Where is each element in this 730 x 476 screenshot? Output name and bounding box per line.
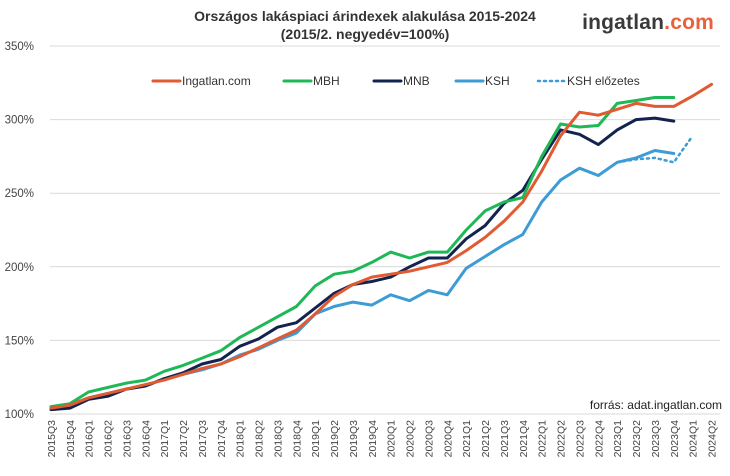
x-tick-label: 2023Q2 bbox=[631, 420, 643, 458]
legend-label: KSH bbox=[485, 74, 510, 88]
y-tick-label: 300% bbox=[5, 115, 34, 127]
logo-text-part2: .com bbox=[664, 11, 714, 34]
x-tick-label: 2015Q3 bbox=[46, 420, 58, 458]
title-line-2: (2015/2. negyedév=100%) bbox=[280, 26, 450, 42]
x-tick-label: 2020Q2 bbox=[405, 420, 417, 458]
source-note: forrás: adat.ingatlan.com bbox=[589, 398, 722, 412]
y-tick-label: 200% bbox=[5, 262, 34, 274]
x-tick-label: 2017Q2 bbox=[178, 420, 190, 458]
x-tick-label: 2023Q4 bbox=[669, 420, 681, 458]
x-tick-label: 2018Q3 bbox=[272, 420, 284, 458]
legend-label: MBH bbox=[313, 74, 340, 88]
x-tick-label: 2016Q3 bbox=[121, 420, 133, 458]
x-tick-label: 2022Q4 bbox=[593, 420, 605, 458]
legend-label: KSH előzetes bbox=[567, 74, 640, 88]
x-tick-label: 2021Q4 bbox=[518, 420, 530, 458]
x-tick-label: 2016Q2 bbox=[103, 420, 115, 458]
x-tick-label: 2018Q2 bbox=[254, 420, 266, 458]
x-tick-label: 2019Q2 bbox=[329, 420, 341, 458]
x-tick-label: 2018Q1 bbox=[235, 420, 247, 458]
x-tick-label: 2019Q4 bbox=[367, 420, 379, 458]
x-tick-label: 2022Q3 bbox=[574, 420, 586, 458]
series-line-mnb bbox=[49, 116, 676, 412]
title-line-1: Országos lakáspiaci árindexek alakulása … bbox=[194, 8, 536, 24]
x-tick-label: 2017Q3 bbox=[197, 420, 209, 458]
chart-title: Országos lakáspiaci árindexek alakulása … bbox=[0, 7, 730, 43]
x-tick-label: 2018Q4 bbox=[291, 420, 303, 458]
x-tick-label: 2020Q1 bbox=[386, 420, 398, 458]
x-tick-label: 2020Q3 bbox=[423, 420, 435, 458]
x-tick-label: 2024Q1 bbox=[688, 420, 700, 458]
x-tick-label: 2022Q1 bbox=[537, 420, 549, 458]
x-tick-label: 2016Q4 bbox=[140, 420, 152, 458]
y-tick-label: 350% bbox=[5, 41, 34, 53]
logo-text-part1: ingatlan bbox=[582, 11, 665, 34]
x-tick-label: 2015Q4 bbox=[65, 420, 77, 458]
brand-logo: ingatlan.com bbox=[582, 11, 714, 35]
series-line-mbh bbox=[49, 96, 676, 409]
x-tick-label: 2021Q2 bbox=[480, 420, 492, 458]
y-tick-label: 150% bbox=[5, 335, 34, 347]
x-tick-label: 2019Q3 bbox=[348, 420, 360, 458]
x-tick-label: 2023Q1 bbox=[612, 420, 624, 458]
x-tick-label: 2017Q4 bbox=[216, 420, 228, 458]
x-tick-label: 2024Q2 bbox=[707, 420, 719, 458]
y-tick-label: 100% bbox=[5, 409, 34, 421]
legend-label: MNB bbox=[403, 74, 430, 88]
x-tick-label: 2021Q1 bbox=[461, 420, 473, 458]
x-tick-label: 2021Q3 bbox=[499, 420, 511, 458]
x-tick-label: 2022Q2 bbox=[556, 420, 568, 458]
x-tick-label: 2017Q1 bbox=[159, 420, 171, 458]
x-tick-label: 2023Q3 bbox=[650, 420, 662, 458]
x-tick-label: 2019Q1 bbox=[310, 420, 322, 458]
y-tick-label: 250% bbox=[5, 188, 34, 200]
x-tick-label: 2016Q1 bbox=[84, 420, 96, 458]
legend-label: Ingatlan.com bbox=[182, 74, 251, 88]
x-tick-label: 2020Q4 bbox=[442, 420, 454, 458]
series-line-ingatlan-com bbox=[49, 82, 714, 410]
